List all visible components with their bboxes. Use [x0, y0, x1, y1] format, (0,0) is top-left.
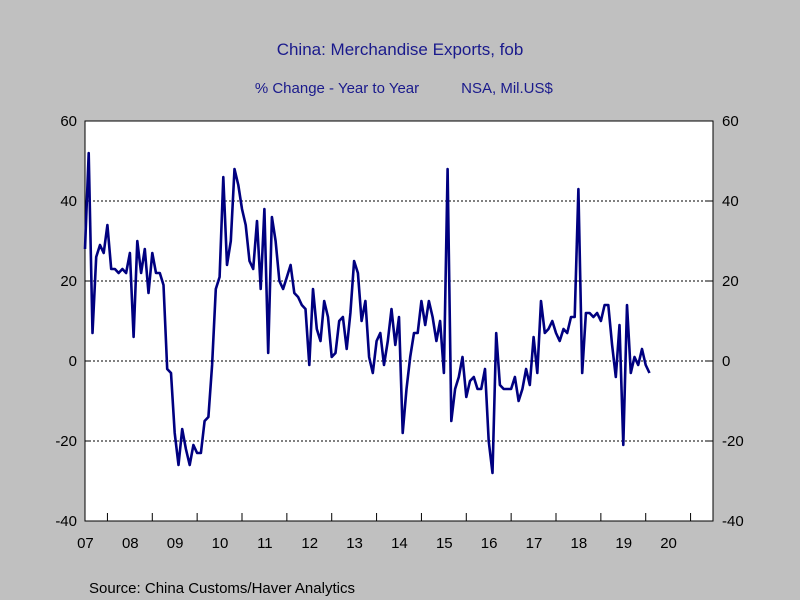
x-tick-label: 09: [167, 535, 184, 552]
x-tick-label: 13: [346, 535, 363, 552]
y-tick-label-right: 20: [722, 273, 739, 290]
y-tick-label-right: 60: [722, 113, 739, 130]
x-tick-label: 12: [301, 535, 318, 552]
y-tick-label-left: 20: [60, 273, 77, 290]
x-tick-label: 17: [526, 535, 543, 552]
y-tick-label-left: 40: [60, 193, 77, 210]
x-tick-label: 19: [615, 535, 632, 552]
x-tick-label: 08: [122, 535, 139, 552]
x-tick-label: 10: [212, 535, 229, 552]
y-tick-label-right: 0: [722, 353, 730, 370]
y-tick-label-left: -20: [55, 433, 77, 450]
y-tick-label-left: 60: [60, 113, 77, 130]
chart-title: China: Merchandise Exports, fob: [277, 40, 524, 59]
x-tick-label: 18: [571, 535, 588, 552]
y-tick-label-right: 40: [722, 193, 739, 210]
y-axis-right: 60 40 20 0 -20 -40: [722, 113, 744, 530]
x-tick-label: 16: [481, 535, 498, 552]
chart-subtitle-right: NSA, Mil.US$: [461, 80, 553, 97]
source-note: Source: China Customs/Haver Analytics: [89, 580, 355, 597]
x-tick-label: 20: [660, 535, 677, 552]
x-tick-label: 11: [257, 535, 273, 552]
y-axis-left: 60 40 20 0 -20 -40: [55, 113, 77, 530]
chart-subtitle-left: % Change - Year to Year: [255, 80, 419, 97]
x-axis: 07 08 09 10 11 12 13 14 15 16 17 18 19 20: [77, 535, 677, 552]
y-tick-label-left: -40: [55, 513, 77, 530]
y-tick-label-left: 0: [69, 353, 77, 370]
y-tick-label-right: -20: [722, 433, 744, 450]
x-tick-label: 14: [391, 535, 408, 552]
x-tick-label: 07: [77, 535, 94, 552]
axis-ticks: [85, 120, 713, 522]
y-tick-label-right: -40: [722, 513, 744, 530]
series-line: [83, 151, 651, 475]
grid-lines: [85, 200, 713, 442]
x-tick-label: 15: [436, 535, 453, 552]
